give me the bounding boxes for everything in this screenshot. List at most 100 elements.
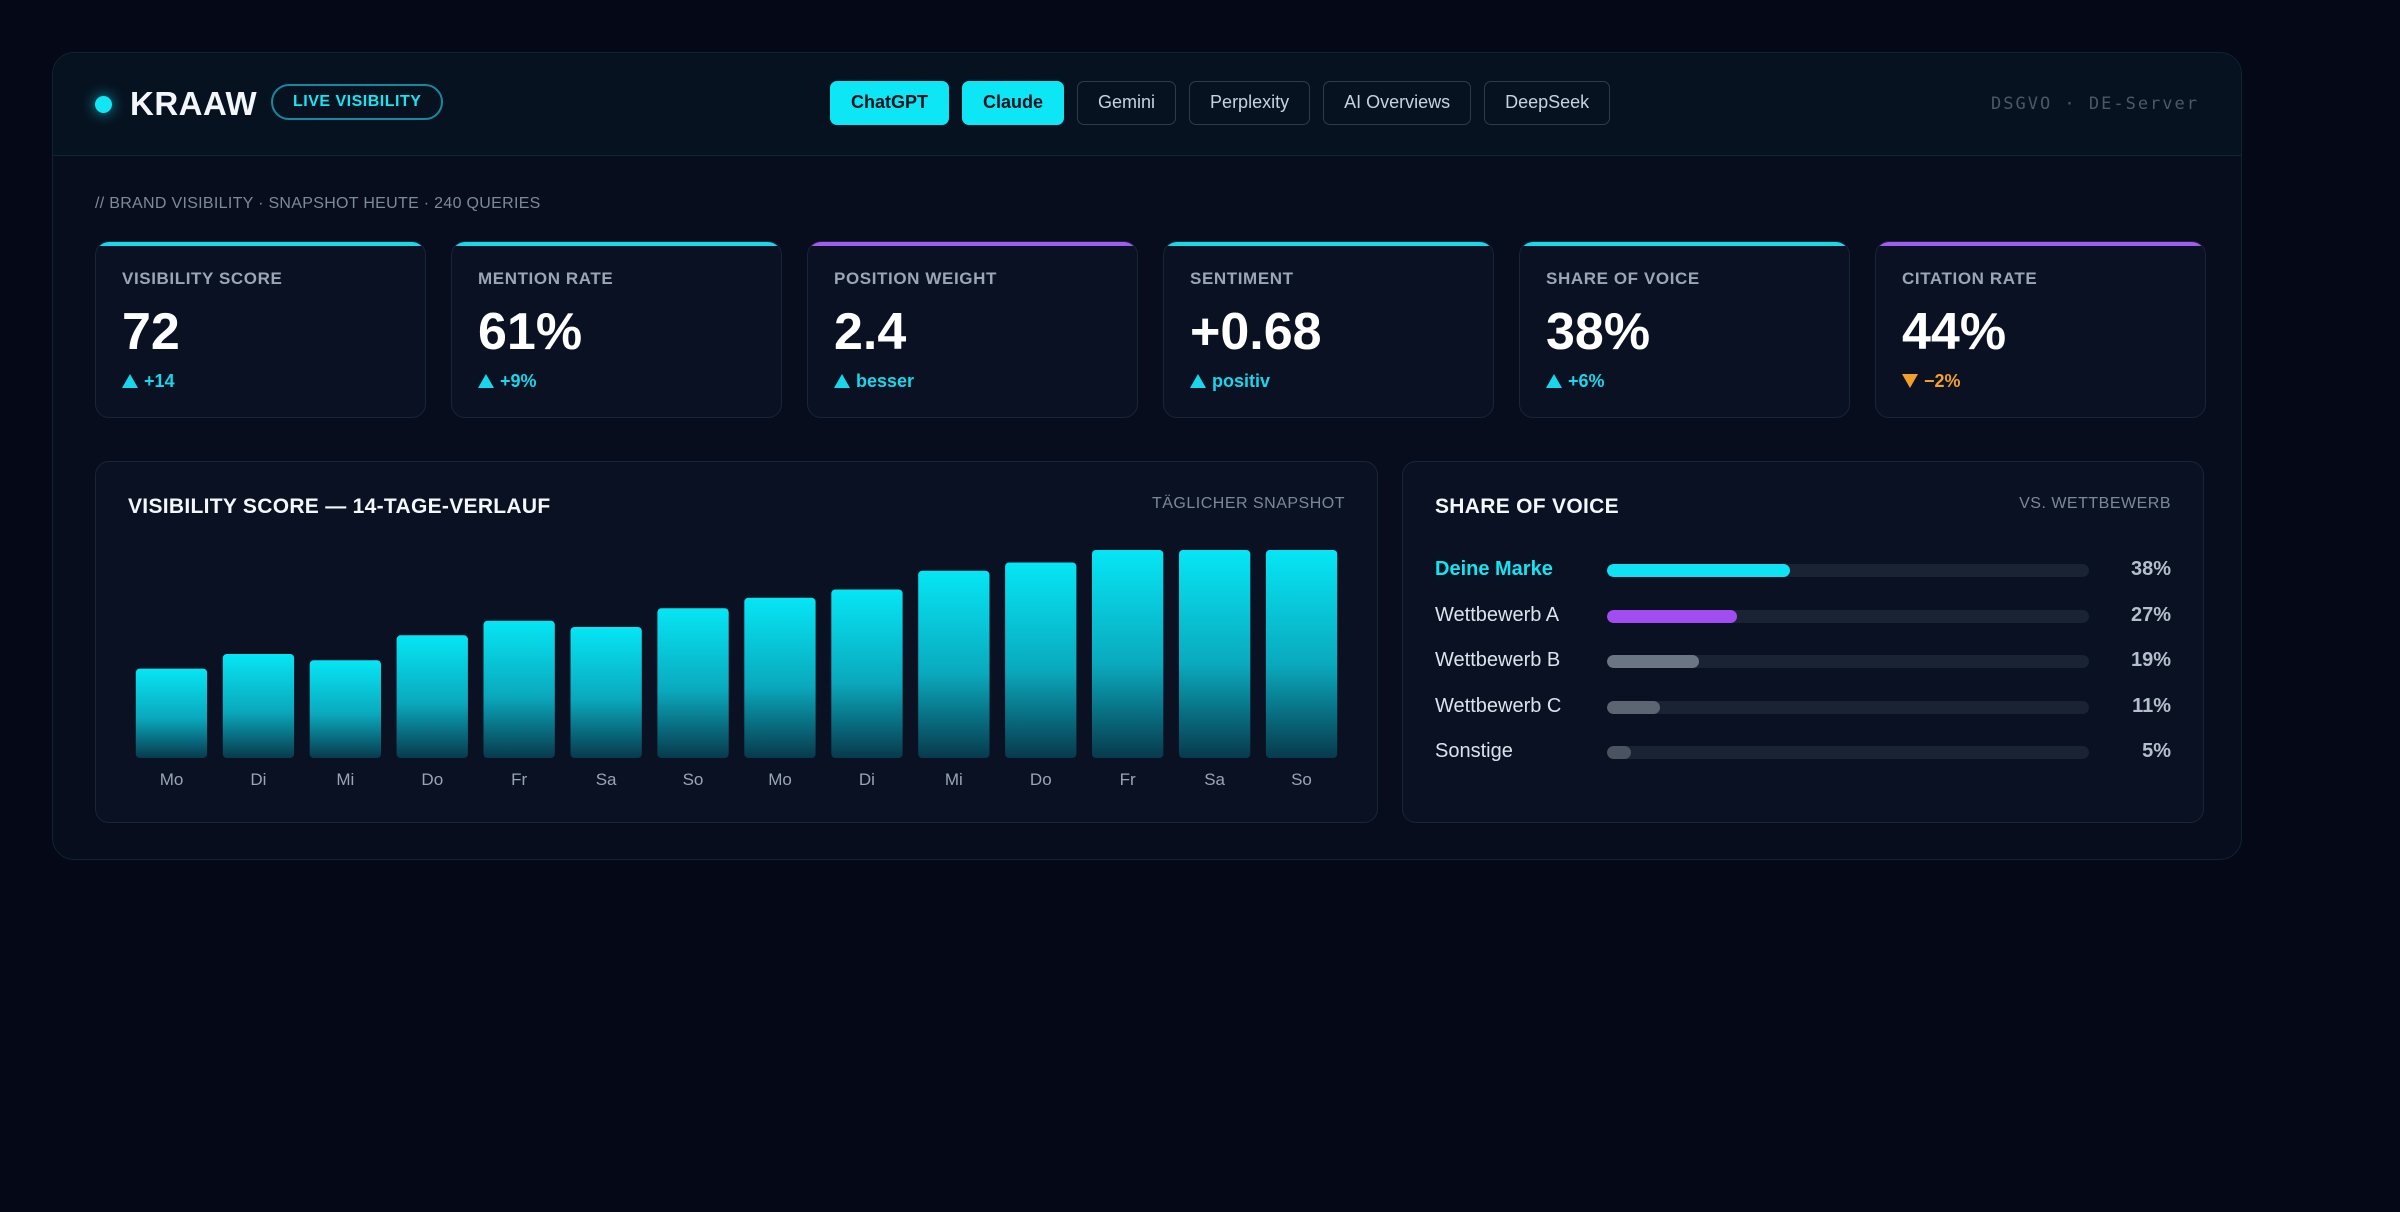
kpi-card-position-weight: POSITION WEIGHT 2.4 besser [807, 241, 1138, 418]
bar-13 [1178, 549, 1250, 758]
sov-bar-fill [1607, 700, 1661, 714]
share-of-voice-card: SHARE OF VOICE VS. WETTBEWERB Deine Mark… [1402, 461, 2204, 823]
tab-chatgpt[interactable]: ChatGPT [830, 81, 950, 125]
kpi-label: POSITION WEIGHT [834, 269, 997, 288]
sov-percent: 11% [2132, 694, 2171, 717]
sov-row: Wettbewerb A 27% [1435, 600, 2171, 630]
kpi-card-citation-rate: CITATION RATE 44% −2% [1875, 241, 2206, 418]
sov-bar-track [1607, 564, 2089, 577]
kpi-value: 38% [1546, 303, 1651, 361]
bar-12 [1091, 549, 1163, 758]
sov-name: Deine Marke [1435, 558, 1553, 580]
breadcrumb: // BRAND VISIBILITY · SNAPSHOT HEUTE · 2… [95, 195, 541, 212]
tab-perplexity[interactable]: Perplexity [1189, 81, 1311, 125]
x-tick-label: Mo [159, 770, 183, 789]
x-tick-label: So [682, 770, 703, 789]
kpi-card-visibility-score: VISIBILITY SCORE 72 +14 [95, 241, 426, 418]
visibility-trend-card: VISIBILITY SCORE — 14-TAGE-VERLAUF TÄGLI… [95, 461, 1378, 823]
x-tick-label: Sa [595, 770, 616, 789]
x-tick-label: So [1291, 770, 1312, 789]
kpi-delta: −2% [1902, 370, 1961, 392]
bar-11 [1004, 562, 1076, 758]
bar-14 [1265, 549, 1337, 758]
bar-5 [483, 620, 555, 758]
sov-percent: 19% [2130, 649, 2171, 671]
live-dot-icon [95, 96, 112, 113]
x-tick-label: Do [1029, 770, 1051, 789]
sov-row: Wettbewerb B 19% [1435, 645, 2171, 675]
sov-title: SHARE OF VOICE [1435, 495, 1619, 518]
kpi-delta: besser [834, 370, 914, 392]
top-bar: KRAAW LIVE VISIBILITY ChatGPT Claude Gem… [53, 53, 2241, 156]
sov-bar-track [1607, 700, 2089, 714]
kpi-label: MENTION RATE [478, 269, 614, 288]
ai-engine-tabs: ChatGPT Claude Gemini Perplexity AI Over… [830, 81, 1611, 125]
tab-gemini[interactable]: Gemini [1077, 81, 1177, 125]
kpi-label: CITATION RATE [1902, 269, 2038, 288]
visibility-bar-chart: Mo Di Mi Do Fr Sa So Mo Di Mi Do Fr Sa So [135, 549, 1337, 789]
bar-7 [656, 607, 729, 758]
kpi-card-sentiment: SENTIMENT +0.68 positiv [1163, 241, 1494, 418]
bar-2 [222, 653, 294, 758]
live-visibility-badge: LIVE VISIBILITY [271, 84, 444, 120]
kpi-value: +0.68 [1190, 303, 1322, 361]
trend-arrow-icon [478, 374, 494, 388]
kpi-label: SHARE OF VOICE [1546, 269, 1700, 288]
kpi-delta-text: besser [856, 371, 915, 391]
kpi-value: 61% [478, 303, 583, 361]
x-tick-label: Do [421, 770, 443, 789]
kpi-value: 44% [1902, 303, 2007, 361]
kpi-delta-text: +14 [144, 371, 175, 391]
sov-bar-fill [1607, 564, 1791, 577]
x-tick-label: Di [858, 770, 874, 789]
brand-logo: KRAAW [130, 85, 258, 122]
bar-1 [135, 668, 207, 758]
kpi-card-share-of-voice: SHARE OF VOICE 38% +6% [1519, 241, 1850, 418]
kpi-delta: +14 [122, 370, 175, 392]
sov-percent: 5% [2142, 740, 2171, 762]
bar-3 [309, 659, 381, 758]
trend-arrow-icon [1546, 374, 1562, 388]
sov-bar-fill [1607, 609, 1738, 623]
x-tick-label: Mi [336, 770, 354, 789]
tab-claude[interactable]: Claude [962, 81, 1065, 125]
trend-arrow-icon [1902, 374, 1918, 388]
sov-bar-track [1607, 609, 2089, 623]
bar-6 [570, 626, 642, 758]
kpi-card-mention-rate: MENTION RATE 61% +9% [451, 241, 782, 418]
sov-row: Sonstige 5% [1435, 736, 2171, 766]
sov-note: VS. WETTBEWERB [2019, 495, 2171, 512]
sov-name: Wettbewerb A [1435, 603, 1560, 626]
x-tick-label: Fr [511, 770, 527, 789]
sov-name: Wettbewerb B [1435, 649, 1561, 671]
tab-deepseek[interactable]: DeepSeek [1484, 81, 1611, 125]
sov-percent: 27% [2130, 603, 2171, 626]
trend-arrow-icon [122, 374, 138, 388]
bar-4 [396, 634, 468, 758]
x-tick-label: Fr [1119, 770, 1135, 789]
sov-row: Wettbewerb C 11% [1435, 691, 2171, 721]
kpi-label: SENTIMENT [1190, 269, 1294, 288]
dashboard-panel: KRAAW LIVE VISIBILITY ChatGPT Claude Gem… [52, 52, 2242, 860]
kpi-delta-text: +9% [500, 371, 537, 391]
chart-note: TÄGLICHER SNAPSHOT [1151, 495, 1345, 512]
kpi-delta-text: positiv [1212, 371, 1271, 391]
tab-ai-overviews[interactable]: AI Overviews [1323, 81, 1472, 125]
compliance-note: DSGVO · DE-Server [1991, 94, 2199, 114]
sov-bar-fill [1607, 746, 1632, 759]
sov-bar-track [1607, 746, 2089, 759]
trend-arrow-icon [834, 374, 850, 388]
kpi-value: 2.4 [834, 303, 907, 361]
chart-title: VISIBILITY SCORE — 14-TAGE-VERLAUF [128, 495, 551, 518]
kpi-delta-text: −2% [1924, 371, 1961, 391]
sov-bar-track [1607, 655, 2089, 668]
kpi-row: VISIBILITY SCORE 72 +14 MENTION RATE 61%… [95, 241, 2206, 418]
sov-percent: 38% [2130, 558, 2171, 580]
x-tick-label: Di [250, 770, 266, 789]
sov-name: Wettbewerb C [1435, 694, 1562, 717]
kpi-label: VISIBILITY SCORE [122, 269, 283, 288]
kpi-delta: +6% [1546, 370, 1605, 392]
bar-9 [830, 589, 903, 758]
kpi-delta: +9% [478, 370, 537, 392]
sov-name: Sonstige [1435, 740, 1513, 762]
